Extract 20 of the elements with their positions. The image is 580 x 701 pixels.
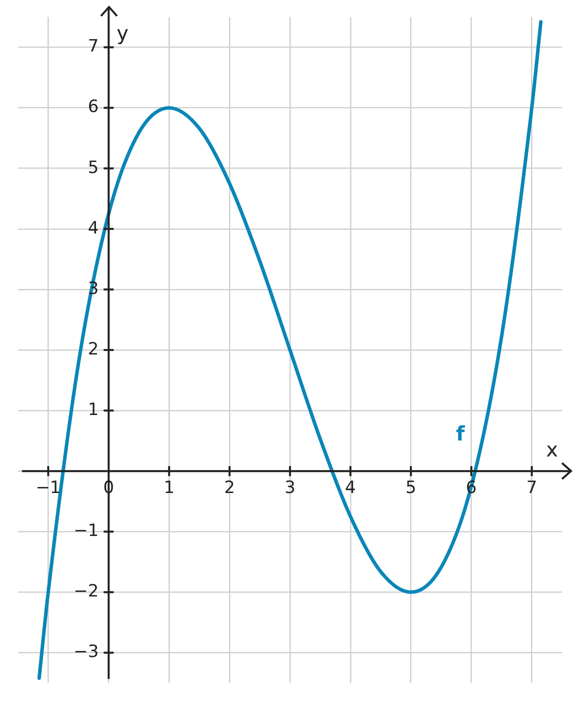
x-tick-label: 2 [224,478,235,498]
y-tick-label: 1 [88,400,99,420]
x-tick-label: 1 [164,478,175,498]
y-tick-label: 6 [88,97,99,118]
series-label: f [456,421,466,446]
x-tick-label: 4 [345,478,356,498]
y-tick-label: −2 [74,582,99,602]
x-axis-title: x [546,437,558,462]
y-tick-label: −1 [74,521,99,542]
x-tick-label: 3 [284,478,296,498]
y-tick-label: 7 [88,36,99,57]
x-tick-label: 5 [405,478,416,498]
y-axis-title: y [116,21,129,46]
y-tick-label: 4 [88,218,99,238]
x-tick-label: −1 [36,478,61,498]
y-tick-label: 2 [88,339,99,360]
x-tick-label: 7 [526,478,538,498]
y-tick-label: 5 [88,158,99,178]
y-tick-label: −3 [74,642,99,662]
line-series [37,20,543,680]
